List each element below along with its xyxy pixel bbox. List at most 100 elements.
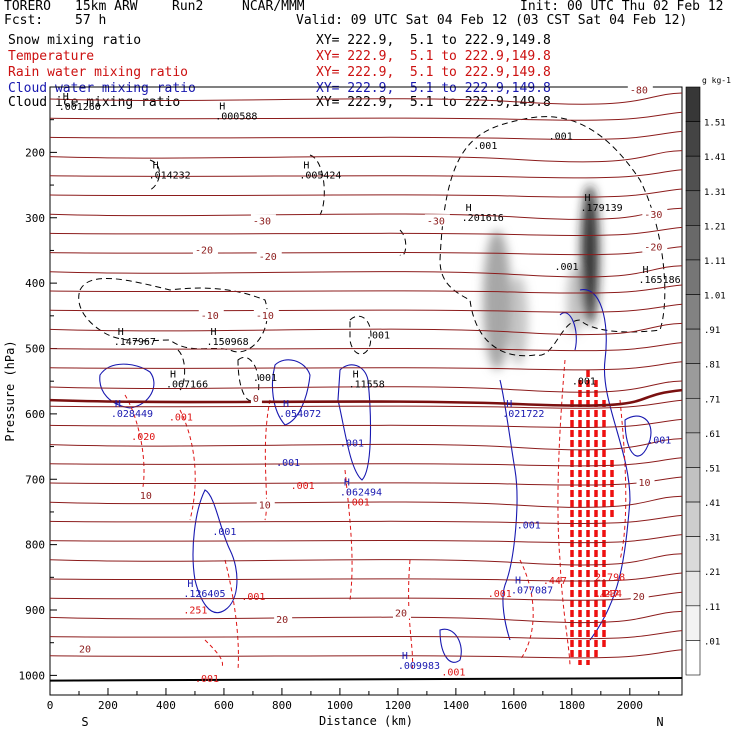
x-tick-label: 0 (47, 699, 54, 712)
temp-label-bg (256, 250, 282, 263)
rain-contour-label: .001 (488, 589, 512, 600)
cloud-water-contours (99, 289, 652, 663)
snow-contour (149, 159, 160, 191)
cloud-water-contour (559, 312, 577, 351)
y-tick-label: 600 (25, 408, 45, 421)
temp-label-bg (76, 642, 95, 655)
isotherm-line (50, 630, 682, 640)
snow-max-label: .067166 (166, 380, 208, 391)
south-end-label: S (81, 715, 88, 729)
cloud-water-contour (579, 289, 631, 641)
init-time: Init: 00 UTC Thu 02 Feb 12 (520, 0, 724, 14)
temperature-label: 10 (259, 501, 271, 512)
colorbar-cell (685, 294, 701, 330)
isotherm-line (50, 534, 682, 544)
x-tick-label: 800 (272, 699, 292, 712)
field-name-cloud-ice: Cloud ice mixing ratio (8, 95, 181, 110)
colorbar-level-label: .01 (704, 637, 720, 647)
y-tick-label: 700 (25, 473, 45, 486)
cloud-water-contour (624, 415, 652, 457)
snow-contours (78, 116, 666, 402)
temperature-label: 20 (395, 609, 407, 620)
colorbar-level-label: 1.21 (704, 222, 726, 232)
isotherm-line (50, 303, 682, 313)
colorbar-level-label: .51 (704, 464, 720, 474)
snow-core (483, 230, 511, 370)
isotherm-line (50, 514, 682, 524)
colorbar-cell (685, 328, 701, 365)
field-xy-cloud-water: XY= 222.9, 5.1 to 222.9,149.8 (316, 81, 551, 96)
cloud-water-contour (439, 628, 462, 663)
temp-label-bg (253, 309, 279, 322)
y-tick-label: 900 (25, 604, 45, 617)
isotherm-line (50, 188, 682, 198)
y-tick-label: 500 (25, 343, 45, 356)
colorbar-level-label: 1.31 (704, 188, 726, 198)
rain-contour-label: .001 (441, 667, 465, 678)
rain-contour (408, 559, 414, 671)
cloud-water-contour (499, 379, 518, 641)
snow-contour-label: .001 (554, 262, 578, 273)
temperature-label: 10 (140, 491, 152, 502)
snow-max-label: .000588 (215, 112, 257, 123)
rain-contour-label: .001 (169, 412, 193, 423)
snow-max-label-h-marker: H (118, 327, 124, 338)
temp-label-bg (392, 606, 411, 619)
temperature-label: -20 (259, 252, 277, 263)
colorbar-level-label: .21 (704, 568, 720, 578)
snow-contour (349, 315, 372, 355)
y-tick-label: 400 (25, 277, 45, 290)
colorbar-cell (685, 640, 701, 676)
run-label: Run2 (172, 0, 204, 14)
x-tick-label: 1000 (327, 699, 354, 712)
cloud-water-max-label-h-marker: H (283, 399, 289, 410)
rain-contour (264, 399, 271, 521)
isotherm-line (50, 361, 682, 371)
cloud-water-contour (99, 363, 155, 409)
temp-label-bg (256, 498, 275, 511)
valid-time: Valid: 09 UTC Sat 04 Feb 12 (03 CST Sat … (296, 13, 688, 28)
cloud-water-max-label-h-marker: H (402, 651, 408, 662)
rain-contour (557, 359, 571, 668)
colorbar-level-label: .61 (704, 430, 720, 440)
field-name-temperature: Temperature (8, 49, 95, 64)
rain-contour-label: .001 (195, 674, 219, 685)
rain-core (570, 370, 614, 665)
snow-contour-label: .001 (253, 373, 277, 384)
isotherm-line (50, 380, 682, 393)
colorbar-cell (685, 190, 701, 226)
temp-label-bg (192, 243, 218, 256)
isotherm-line (50, 399, 682, 409)
temperature-label: -10 (256, 311, 274, 322)
cloud-water-max-label: .062494 (340, 488, 382, 499)
y-tick-label: 200 (25, 146, 45, 159)
colorbar-cell (685, 363, 701, 399)
forecast-hours: 57 h (75, 13, 107, 28)
isotherm-line (50, 342, 682, 352)
temperature-label: -80 (630, 86, 648, 97)
snow-max-label-h-marker: H (303, 161, 309, 172)
isotherm-line (50, 572, 682, 582)
rain-contour-label: .020 (131, 432, 155, 443)
cloud-water-max-label-h-marker: H (515, 576, 521, 587)
temp-label-bg (274, 613, 293, 626)
cloud-water-contour-label: .001 (517, 520, 541, 531)
rain-contour (204, 639, 224, 668)
isotherm-line (50, 495, 682, 508)
snow-max-label-h-marker: H (466, 203, 472, 214)
colorbar-level-label: .71 (704, 395, 720, 405)
model-name: TORERO (4, 0, 51, 14)
snow-contour (399, 229, 407, 257)
temp-label-bg (250, 392, 262, 405)
cloud-water-max-label: .054072 (279, 409, 321, 420)
north-end-label: N (656, 715, 663, 729)
temperature-label: -30 (427, 216, 445, 227)
rain-contour (519, 559, 534, 661)
x-tick-label: 1200 (385, 699, 412, 712)
isotherm-line (50, 111, 682, 121)
rain-outer (557, 359, 627, 668)
colorbar-cell (685, 86, 701, 122)
x-tick-label: 1600 (501, 699, 528, 712)
colorbar-level-label: 1.01 (704, 292, 726, 302)
